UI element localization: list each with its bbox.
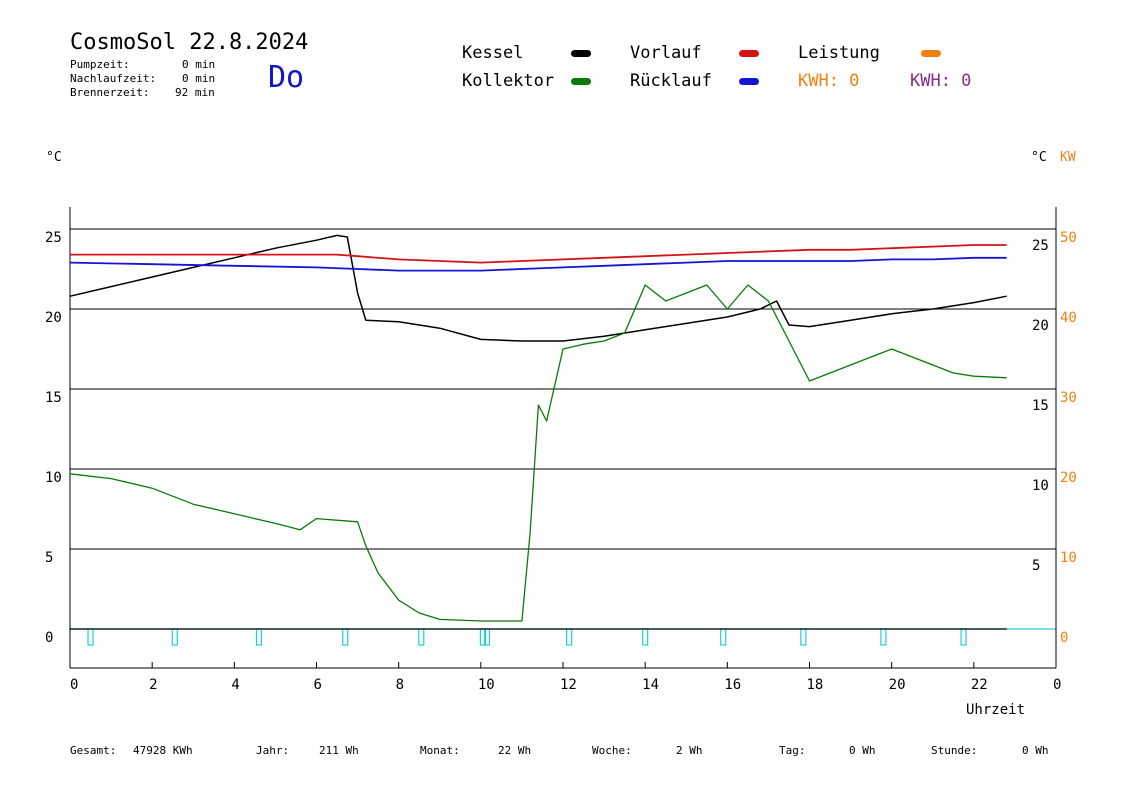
stat-label: Brennerzeit:	[70, 86, 150, 99]
x-tick-label: 20	[889, 677, 906, 693]
x-tick-label: 10	[478, 677, 495, 693]
footer-gesamt: Gesamt: 47928 KWh	[70, 744, 193, 757]
y-tick-label-right-kw: 50	[1060, 230, 1077, 246]
footer-label: Jahr:	[256, 744, 290, 757]
page-title: CosmoSol 22.8.2024	[70, 30, 309, 55]
pump-marker	[342, 628, 349, 646]
stat-label: Pumpzeit:	[70, 58, 130, 71]
footer-label: Monat:	[420, 744, 460, 757]
footer-label: Gesamt:	[70, 744, 117, 757]
series-ruecklauf	[69, 256, 1007, 272]
footer-label: Woche:	[592, 744, 632, 757]
x-tick-label: 2	[149, 677, 157, 693]
x-tick-label: 4	[231, 677, 239, 693]
y-tick-label-left: 0	[45, 630, 53, 646]
x-tick-label: 12	[560, 677, 577, 693]
pump-marker	[255, 628, 263, 646]
x-tick-label: 8	[396, 677, 404, 693]
legend-kessel-label: Kessel	[462, 43, 524, 63]
y-tick-label-right-kw: 30	[1060, 390, 1077, 406]
legend-leistung-label: Leistung	[798, 43, 880, 63]
stat-label: Nachlaufzeit:	[70, 72, 157, 85]
x-tick-label: 22	[971, 677, 988, 693]
y-tick-label-right-c: 25	[1032, 238, 1049, 254]
chart-axes	[69, 207, 1057, 669]
legend-ruecklauf-label: Rücklauf	[630, 71, 712, 91]
stat-value: 0 min	[182, 58, 216, 71]
legend-kollektor-label: Kollektor	[462, 71, 555, 91]
footer-woche: Woche: 2 Wh	[592, 744, 703, 757]
right-axis-unit-kw: KW	[1060, 150, 1076, 165]
series-kollektor	[69, 284, 1007, 622]
x-tick-label: 6	[314, 677, 322, 693]
pump-marker	[171, 628, 178, 646]
footer-label: Stunde:	[931, 744, 978, 757]
stat-value: 0 min	[182, 72, 216, 85]
footer-stunde: Stunde: 0 Wh	[931, 744, 1049, 757]
x-tick-label: 0	[70, 677, 78, 693]
stat-brennerzeit: Brennerzeit: 92 min	[70, 86, 215, 99]
y-tick-label-right-c: 20	[1032, 318, 1049, 334]
y-tick-label-right-c: 5	[1032, 558, 1040, 574]
chart-ticks: 0 2 4 6 8 10 12 14 16 18 20 22 0 0 5 10 15 20 25 5 10 15 20 25 0…	[45, 230, 1077, 693]
footer-value: 0 Wh	[1022, 744, 1049, 757]
legend-leistung-swatch	[921, 50, 941, 57]
pump-marker	[418, 628, 425, 646]
y-tick-label-right-c: 15	[1032, 398, 1049, 414]
legend-ruecklauf-swatch	[739, 78, 759, 85]
footer-value: 47928 KWh	[133, 744, 193, 757]
pump-markers	[87, 628, 967, 646]
footer-value: 2 Wh	[676, 744, 703, 757]
footer-value: 211 Wh	[319, 744, 359, 757]
stat-pumpzeit: Pumpzeit: 0 min	[70, 58, 215, 71]
footer-value: 22 Wh	[498, 744, 532, 757]
y-tick-label-left: 20	[45, 310, 62, 326]
pump-marker	[960, 628, 967, 646]
pump-marker	[800, 628, 807, 646]
x-tick-label: 16	[724, 677, 741, 693]
pump-marker	[880, 628, 887, 646]
y-tick-label-left: 25	[45, 230, 62, 246]
right-axis-unit-c: °C	[1031, 150, 1047, 165]
footer-label: Tag:	[779, 744, 806, 757]
legend-kwh-leistung: KWH: 0	[798, 71, 860, 91]
y-tick-label-right-kw: 10	[1060, 550, 1077, 566]
footer-value: 0 Wh	[849, 744, 876, 757]
chart-grid	[70, 228, 1056, 630]
pump-marker	[87, 628, 94, 646]
legend-kollektor-swatch	[571, 78, 591, 85]
legend-kessel-swatch	[571, 50, 591, 57]
y-tick-label-right-kw: 40	[1060, 310, 1077, 326]
x-axis-label: Uhrzeit	[966, 702, 1025, 718]
weekday-label: Do	[268, 60, 305, 95]
pump-marker	[720, 628, 727, 646]
x-tick-label: 18	[807, 677, 824, 693]
footer-monat: Monat: 22 Wh	[420, 744, 531, 757]
y-tick-label-right-c: 10	[1032, 478, 1049, 494]
footer-jahr: Jahr: 211 Wh	[256, 744, 359, 757]
x-tick-label: 14	[642, 677, 659, 693]
stat-nachlaufzeit: Nachlaufzeit: 0 min	[70, 72, 215, 85]
chart-series	[69, 234, 1007, 630]
legend-vorlauf-swatch	[739, 50, 759, 57]
y-tick-label-left: 5	[45, 550, 53, 566]
series-vorlauf	[70, 244, 1007, 264]
series-kessel	[69, 234, 1007, 342]
left-axis-unit: °C	[46, 150, 62, 165]
pump-marker	[642, 628, 649, 646]
pump-marker	[566, 628, 573, 646]
x-tick-label: 0	[1053, 677, 1061, 693]
footer-tag: Tag: 0 Wh	[779, 744, 876, 757]
stat-value: 92 min	[175, 86, 215, 99]
legend-kwh-other: KWH: 0	[910, 71, 972, 91]
y-tick-label-right-kw: 20	[1060, 470, 1077, 486]
y-tick-label-left: 10	[45, 470, 62, 486]
y-tick-label-right-kw: 0	[1060, 630, 1068, 646]
y-tick-label-left: 15	[45, 390, 62, 406]
legend-vorlauf-label: Vorlauf	[630, 43, 702, 63]
